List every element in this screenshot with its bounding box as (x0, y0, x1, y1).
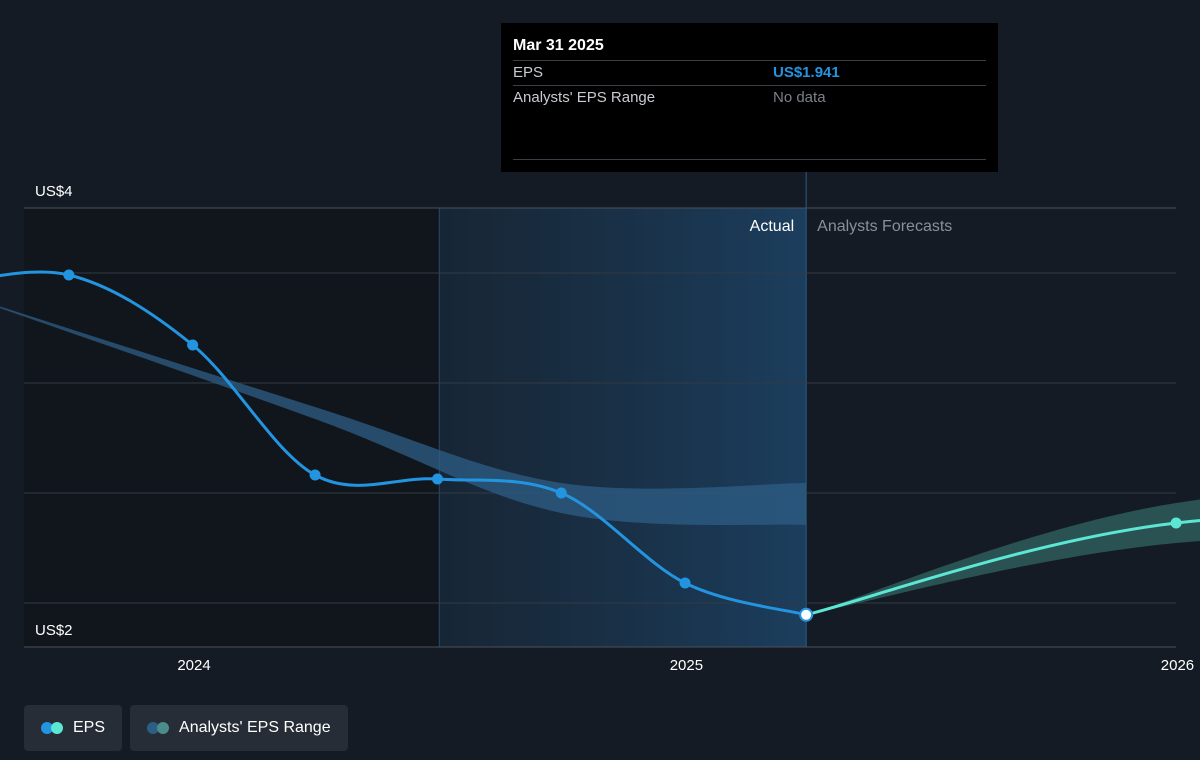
eps-actual-point (63, 269, 75, 281)
past-history-panel (24, 208, 440, 647)
tooltip-eps-label: EPS (513, 64, 544, 81)
actual-region-label: Actual (750, 218, 794, 235)
past-estimate-band (0, 306, 807, 525)
eps-actual-point (432, 473, 444, 485)
tooltip-date: Mar 31 2025 (513, 37, 604, 54)
legend-range-button[interactable]: Analysts' EPS Range (130, 705, 348, 751)
analysts-eps-range-band (806, 499, 1200, 615)
legend-eps-label: EPS (73, 719, 106, 736)
forecast-region-label: Analysts Forecasts (817, 218, 952, 235)
hover-tooltip: Mar 31 2025 EPS US$1.941 Analysts' EPS R… (501, 23, 998, 172)
legend-range-label: Analysts' EPS Range (179, 719, 331, 736)
x-axis-tick-label: 2024 (177, 657, 210, 674)
eps-actual-point (309, 469, 321, 481)
x-axis-tick-label: 2026 (1161, 657, 1194, 674)
y-axis-label-bottom: US$2 (35, 622, 73, 639)
eps-highlight-point (799, 607, 814, 622)
y-axis-label-top: US$4 (35, 183, 73, 200)
range-legend-icon (147, 722, 170, 734)
tooltip-divider (513, 159, 986, 160)
eps-forecast-line (805, 519, 1200, 617)
tooltip-range-value: No data (773, 89, 826, 106)
actual-region-panel (439, 208, 807, 647)
tooltip-range-label: Analysts' EPS Range (513, 89, 656, 106)
eps-actual-point (679, 577, 691, 589)
eps-actual-point (187, 339, 199, 351)
tooltip-row-range: Analysts' EPS Range No data (513, 85, 986, 110)
legend: EPS Analysts' EPS Range (24, 705, 348, 751)
tooltip-row-eps: EPS US$1.941 (513, 60, 986, 85)
x-axis-tick-label: 2025 (670, 657, 703, 674)
eps-actual-line (0, 270, 807, 617)
eps-legend-icon (41, 722, 63, 734)
eps-forecast-point (1170, 517, 1182, 529)
eps-actual-point (555, 487, 567, 499)
tooltip-eps-value: US$1.941 (773, 64, 840, 81)
legend-eps-button[interactable]: EPS (24, 705, 123, 751)
